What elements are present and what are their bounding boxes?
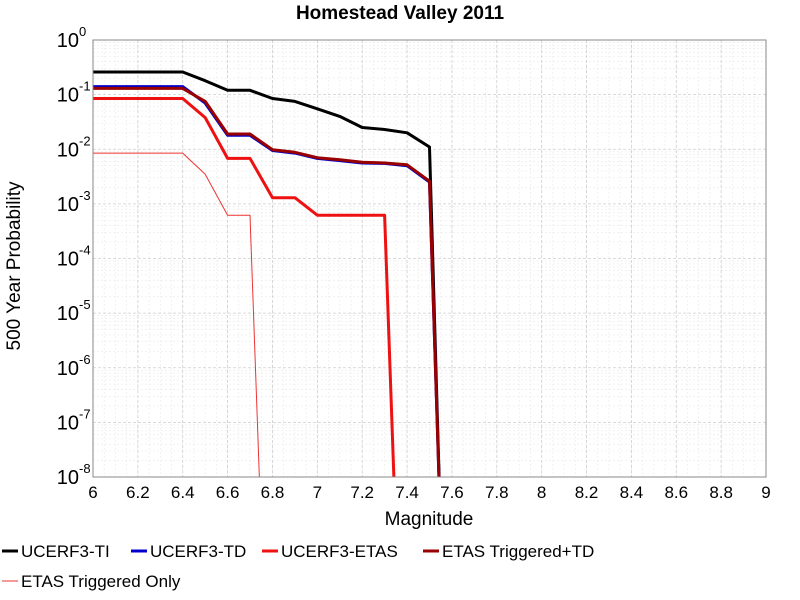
- y-tick-label: 10 -4: [57, 243, 91, 271]
- legend-label: UCERF3-TI: [21, 542, 110, 561]
- legend-label: UCERF3-TD: [150, 542, 246, 561]
- x-tick-labels: 6 6.2 6.4 6.6 6.8 7 7.2 7.4 7.6 7.8 8 8.2 8.4 8.6 8.8 9: [88, 483, 770, 502]
- y-tick-label: 10 -6: [57, 352, 91, 380]
- x-tick-label: 8.8: [709, 483, 733, 502]
- legend-label: ETAS Triggered+TD: [442, 542, 594, 561]
- major-grid: [92, 39, 767, 478]
- y-tick-exponent: -1: [79, 79, 91, 94]
- series-line-etas-triggered-td: [93, 86, 441, 477]
- x-tick-label: 7.2: [350, 483, 374, 502]
- legend-item: ETAS Triggered+TD: [423, 542, 594, 561]
- x-tick-label: 6.8: [261, 483, 285, 502]
- x-tick-label: 8.6: [664, 483, 688, 502]
- series-line-ucerf3-ti: [93, 70, 441, 477]
- y-tick-base: 10: [57, 194, 79, 216]
- plot-border: [92, 39, 767, 478]
- series-layer: [93, 70, 441, 477]
- x-tick-label: 6.4: [171, 483, 195, 502]
- y-tick-exponent: -8: [79, 461, 91, 476]
- y-tick-base: 10: [57, 467, 79, 489]
- x-tick-label: 8.4: [620, 483, 644, 502]
- x-tick-label: 9: [761, 483, 770, 502]
- x-tick-label: 6: [88, 483, 97, 502]
- y-tick-base: 10: [57, 358, 79, 380]
- legend-label: ETAS Triggered Only: [21, 572, 181, 591]
- y-tick-exponent: -2: [79, 133, 91, 148]
- y-tick-base: 10: [57, 249, 79, 271]
- x-tick-label: 8: [537, 483, 546, 502]
- legend-label: UCERF3-ETAS: [281, 542, 398, 561]
- y-tick-exponent: -4: [79, 243, 91, 258]
- x-tick-label: 7.4: [395, 483, 419, 502]
- legend-item: UCERF3-ETAS: [262, 542, 398, 561]
- y-tick-label: 10 0: [57, 24, 86, 52]
- y-tick-label: 10 -7: [57, 406, 91, 434]
- x-tick-label: 7.6: [440, 483, 464, 502]
- y-tick-exponent: -3: [79, 188, 91, 203]
- y-tick-base: 10: [57, 30, 79, 52]
- x-tick-label: 6.6: [216, 483, 240, 502]
- y-axis-label: 500 Year Probability: [4, 181, 25, 351]
- series-line-ucerf3-etas: [93, 97, 396, 477]
- y-tick-exponent: 0: [79, 24, 86, 39]
- y-tick-base: 10: [57, 303, 79, 325]
- y-tick-base: 10: [57, 139, 79, 161]
- legend: UCERF3-TI UCERF3-TD UCERF3-ETAS ETAS Trigge…: [2, 542, 594, 591]
- y-tick-label: 10 -1: [57, 79, 91, 107]
- x-tick-label: 8.2: [575, 483, 599, 502]
- x-tick-label: 7.8: [485, 483, 509, 502]
- y-tick-label: 10 -2: [57, 133, 91, 161]
- x-axis-label: Magnitude: [385, 509, 474, 530]
- series-line-etas-triggered-only: [93, 152, 260, 477]
- y-tick-base: 10: [57, 85, 79, 107]
- chart-title: Homestead Valley 2011: [296, 3, 505, 24]
- legend-item: ETAS Triggered Only: [2, 572, 181, 591]
- legend-item: UCERF3-TD: [131, 542, 246, 561]
- x-tick-label: 7: [313, 483, 322, 502]
- y-tick-exponent: -7: [79, 406, 91, 421]
- x-tick-label: 6.2: [126, 483, 150, 502]
- y-tick-label: 10 -3: [57, 188, 91, 216]
- y-tick-label: 10 -8: [57, 461, 91, 489]
- legend-item: UCERF3-TI: [2, 542, 110, 561]
- y-tick-exponent: -6: [79, 352, 91, 367]
- y-tick-base: 10: [57, 412, 79, 434]
- y-tick-label: 10 -5: [57, 297, 91, 325]
- y-tick-exponent: -5: [79, 297, 91, 312]
